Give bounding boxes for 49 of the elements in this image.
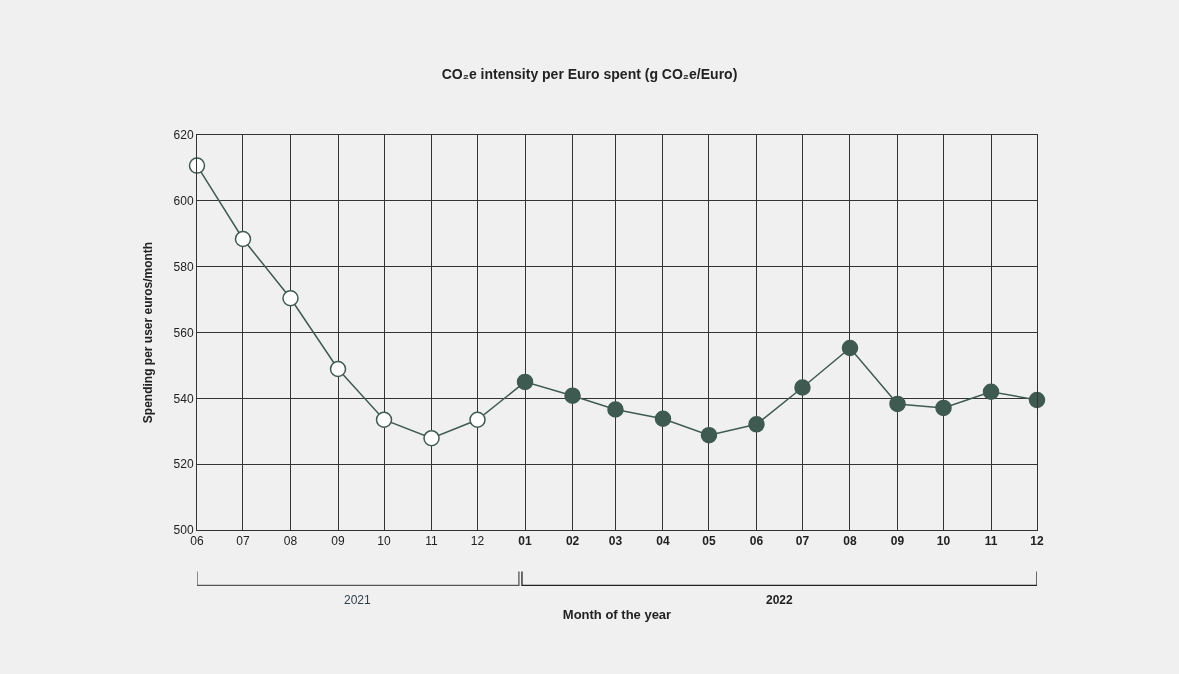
point <box>234 230 252 248</box>
point <box>889 395 906 413</box>
x-tick-label: 06 <box>190 534 204 549</box>
x-tick-label: 01 <box>518 534 533 549</box>
point <box>794 379 811 396</box>
x-tick-label: 05 <box>702 534 716 549</box>
y-tick-label: 540 <box>173 391 194 406</box>
x-tick-label: 07 <box>795 534 810 549</box>
point <box>469 411 486 428</box>
point <box>188 157 206 174</box>
point <box>935 399 952 417</box>
point <box>423 429 440 447</box>
x-tick-label: 10 <box>377 534 391 549</box>
y-axis-title: Spending per user euros/month <box>140 241 155 424</box>
point <box>841 339 859 357</box>
x-tick-label: 12 <box>470 534 485 549</box>
x-tick-label: 03 <box>608 534 623 549</box>
x-tick-label: 11 <box>984 534 998 549</box>
x-tick-label: 07 <box>236 534 250 549</box>
point <box>748 416 765 433</box>
x-axis-title: Month of the year <box>562 607 672 622</box>
y-tick-label: 620 <box>173 128 194 143</box>
x-tick-label: 08 <box>843 534 857 549</box>
point <box>564 387 581 404</box>
y-tick-label: 580 <box>173 259 194 274</box>
x-tick-label: 02 <box>565 534 580 549</box>
x-tick-label: 09 <box>331 534 346 549</box>
text: 2022 <box>766 593 794 607</box>
point <box>282 290 299 307</box>
x-tick-label: 08 <box>283 534 298 549</box>
point <box>1028 391 1046 409</box>
point <box>516 373 534 391</box>
point <box>375 411 393 428</box>
x-tick-label: 09 <box>890 534 905 549</box>
point <box>654 410 672 427</box>
point <box>982 383 1000 400</box>
x-tick-label: 11 <box>425 534 439 549</box>
y-tick-label: 600 <box>173 194 194 209</box>
point <box>329 360 347 378</box>
text: 2021 <box>344 593 372 607</box>
chart-title: CO₂e intensity per Euro spent (g CO₂e/Euro) <box>441 66 738 83</box>
x-tick-label: 04 <box>656 534 670 549</box>
x-tick-label: 06 <box>749 534 764 549</box>
y-tick-label: 520 <box>173 457 194 472</box>
x-tick-label: 12 <box>1030 534 1044 549</box>
point <box>607 401 624 418</box>
x-tick-label: 10 <box>936 534 951 549</box>
y-tick-label: 560 <box>173 325 194 340</box>
point <box>700 426 718 444</box>
